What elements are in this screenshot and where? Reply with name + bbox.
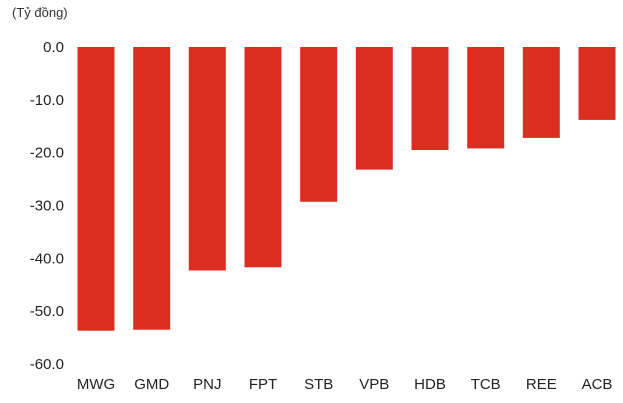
y-tick-label: -10.0 <box>30 92 64 109</box>
x-tick-label: ACB <box>582 376 613 393</box>
x-tick-label: PNJ <box>193 376 221 393</box>
x-tick-label: REE <box>526 376 557 393</box>
x-tick-label: MWG <box>77 376 115 393</box>
y-tick-label: -30.0 <box>30 198 64 215</box>
bar-tcb <box>467 47 505 149</box>
bar-ree <box>522 47 560 138</box>
bar-stb <box>300 47 338 202</box>
bar-fpt <box>244 47 282 268</box>
x-tick-label: FPT <box>249 376 277 393</box>
bar-acb <box>578 47 616 120</box>
y-tick-label: -50.0 <box>30 303 64 320</box>
bar-hdb <box>411 47 449 150</box>
y-tick-label: 0.0 <box>43 39 64 56</box>
unit-label: (Tỷ đồng) <box>12 5 68 20</box>
bar-vpb <box>355 47 393 170</box>
y-axis: 0.0 -10.0 -20.0 -30.0 -40.0 -50.0 -60.0 <box>30 39 64 373</box>
x-tick-label: HDB <box>414 376 446 393</box>
y-tick-label: -40.0 <box>30 250 64 267</box>
bar-gmd <box>133 47 171 330</box>
x-tick-label: GMD <box>134 376 169 393</box>
y-tick-label: -20.0 <box>30 145 64 162</box>
x-tick-label: TCB <box>471 376 501 393</box>
bars <box>77 47 616 331</box>
x-axis: MWG GMD PNJ FPT STB VPB HDB TCB REE ACB <box>77 376 613 393</box>
bar-pnj <box>188 47 226 271</box>
x-tick-label: STB <box>304 376 333 393</box>
bar-mwg <box>77 47 115 331</box>
y-tick-label: -60.0 <box>30 356 64 373</box>
x-tick-label: VPB <box>359 376 389 393</box>
